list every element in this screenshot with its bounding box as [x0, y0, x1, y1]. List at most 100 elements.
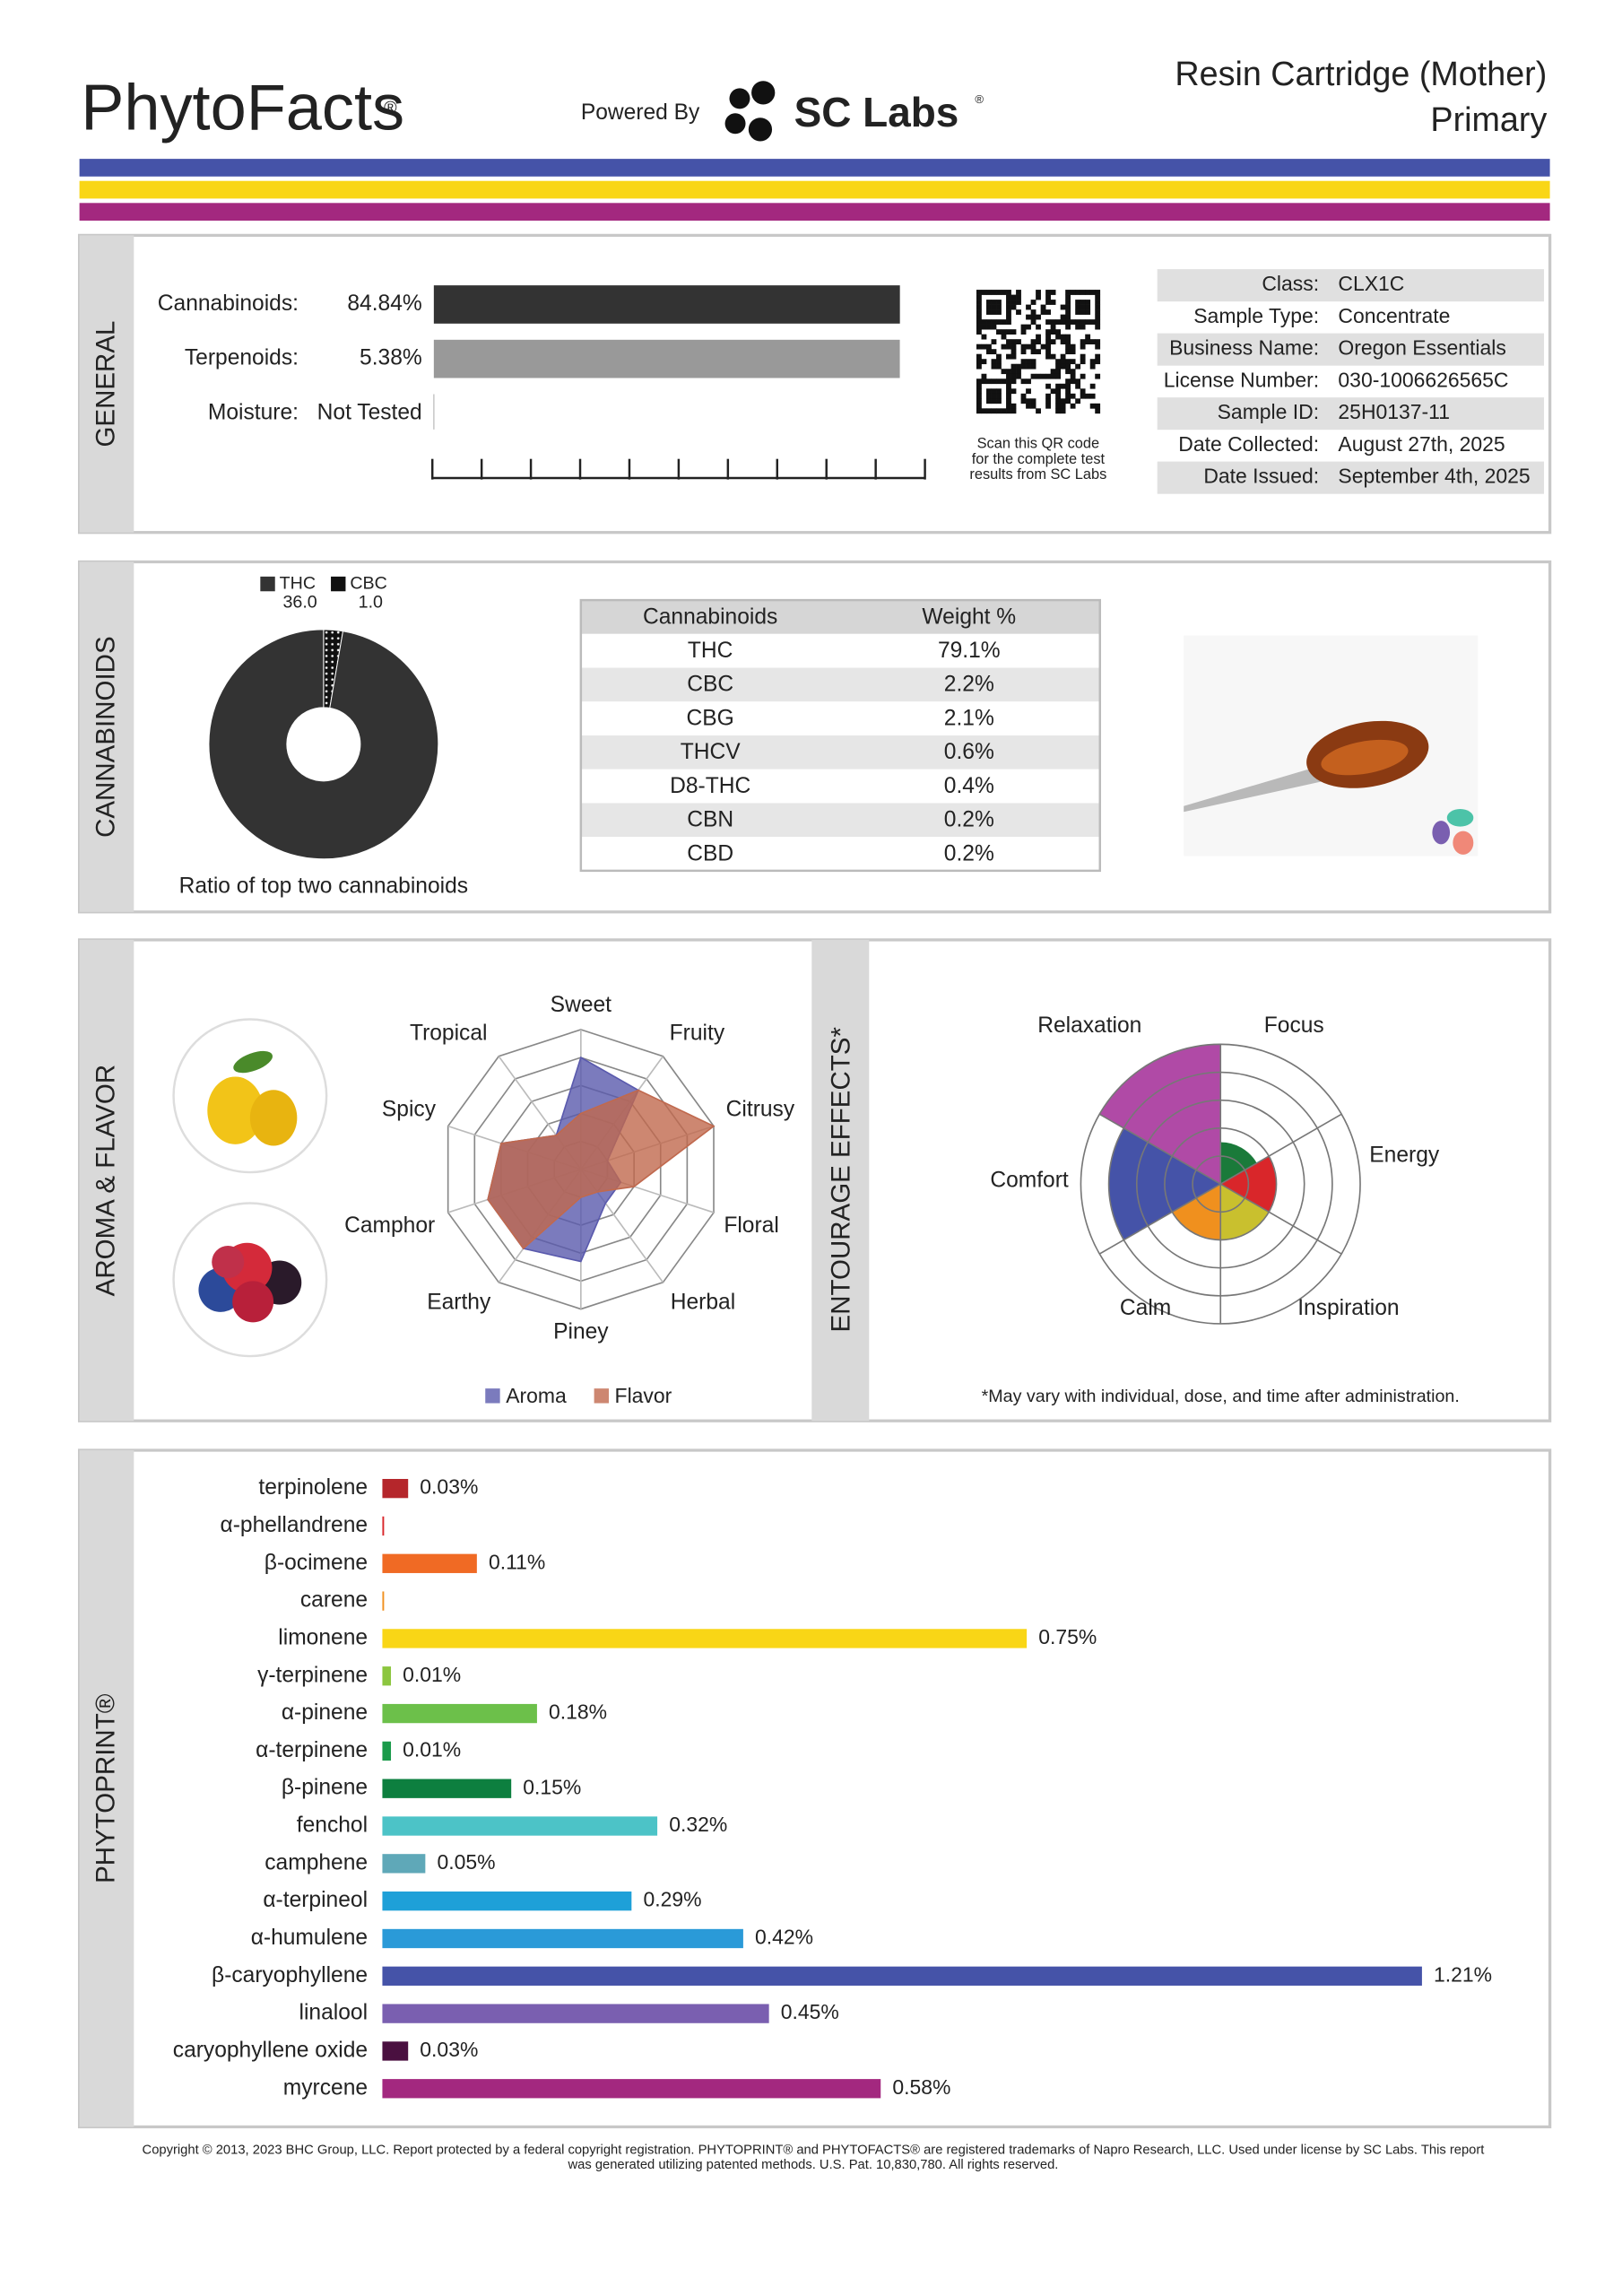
qr-cell — [1095, 304, 1101, 310]
qr-cell — [1070, 373, 1076, 379]
qr-cell — [1089, 393, 1096, 399]
qr-cell — [1080, 304, 1086, 310]
qr-cell — [1070, 349, 1076, 355]
qr-cell — [1006, 290, 1011, 295]
qr-cell — [991, 408, 997, 414]
info-value: 25H0137-11 — [1338, 400, 1450, 423]
qr-cell — [986, 349, 992, 355]
effect-spoke — [1098, 1113, 1221, 1185]
qr-cell — [1045, 290, 1051, 295]
qr-cell — [1070, 290, 1076, 295]
info-key: License Number: — [1164, 368, 1319, 391]
qr-cell — [1045, 294, 1051, 300]
qr-cell — [976, 294, 982, 300]
qr-cell — [981, 344, 987, 350]
qr-cell — [976, 319, 982, 325]
qr-cell — [1026, 398, 1031, 404]
qr-cell — [1010, 408, 1017, 414]
info-value: August 27th, 2025 — [1338, 432, 1505, 456]
row-name: Cannabinoids: — [158, 291, 299, 316]
table-header: Cannabinoids — [643, 604, 777, 629]
leaf — [233, 1050, 273, 1074]
qr-cell — [1026, 324, 1031, 330]
table-cell: 0.2% — [944, 808, 994, 832]
terpene-value: 0.42% — [755, 1926, 813, 1949]
qr-cell — [1089, 383, 1096, 389]
qr-cell — [1055, 398, 1062, 404]
qr-cell — [1010, 349, 1017, 355]
qr-cell — [1036, 290, 1041, 295]
qr-cell — [1006, 369, 1011, 375]
qr-cell — [1075, 378, 1081, 385]
qr-cell — [1055, 373, 1062, 379]
terpene-value: 0.29% — [643, 1888, 701, 1911]
info-value: 030-1006626565C — [1338, 368, 1508, 391]
qr-cell — [1060, 353, 1066, 360]
table-header-bg — [580, 600, 1100, 634]
qr-cell — [1026, 359, 1031, 365]
qr-cell — [1001, 334, 1007, 340]
row-value: Not Tested — [317, 400, 422, 424]
qr-cell — [1095, 339, 1101, 345]
qr-cell — [1070, 344, 1076, 350]
footer-text: was generated utilizing patented methods… — [568, 2158, 1059, 2172]
terpene-bar — [382, 1928, 743, 1949]
qr-cell — [1045, 309, 1051, 315]
terpene-name: fenchol — [297, 1813, 368, 1838]
table-cell: 0.4% — [944, 774, 994, 798]
qr-cell — [1020, 324, 1027, 330]
qr-cell — [1006, 403, 1011, 409]
qr-cell — [1085, 334, 1091, 340]
effect-spoke — [1098, 1183, 1221, 1255]
qr-cell — [1036, 339, 1041, 345]
qr-cell — [1055, 359, 1062, 365]
qr-cell — [1070, 369, 1076, 375]
qr-cell — [991, 349, 997, 355]
qr-cell — [1080, 339, 1086, 345]
qr-cell — [1070, 393, 1076, 399]
qr-cell — [1036, 334, 1041, 340]
terpene-bar — [382, 1516, 385, 1536]
brand-mark: ® — [384, 99, 397, 118]
dot-teal — [1446, 808, 1474, 827]
qr-cell — [1020, 329, 1027, 335]
qr-cell — [1016, 363, 1021, 370]
qr-cell — [1095, 373, 1101, 379]
table-cell: CBC — [687, 673, 733, 697]
qr-cell — [1040, 344, 1046, 350]
qr-cell — [991, 290, 997, 295]
qr-cell — [1065, 319, 1071, 325]
qr-cell — [1020, 349, 1027, 355]
qr-cell — [976, 304, 982, 310]
stripe — [79, 159, 1550, 177]
table-cell: 2.1% — [944, 706, 994, 730]
qr-cell — [1055, 393, 1062, 399]
qr-cell — [1055, 403, 1062, 409]
table-row-bg — [580, 633, 1100, 668]
qr-cell — [981, 324, 987, 330]
qr-cell — [1055, 383, 1062, 389]
terpene-value: 0.15% — [523, 1775, 581, 1798]
qr-cell — [986, 300, 992, 305]
legend-label: CBC — [350, 573, 387, 593]
radar-label: Camphor — [344, 1213, 435, 1238]
radar-label: Piney — [553, 1319, 609, 1344]
qr-cell — [1050, 369, 1056, 375]
qr-cell — [1095, 408, 1101, 414]
qr-cell — [1095, 359, 1101, 365]
row-value: 5.38% — [360, 346, 422, 370]
qr-cell — [986, 408, 992, 414]
effect-label: Inspiration — [1297, 1296, 1399, 1320]
table-row-bg — [580, 837, 1100, 871]
qr-cell — [1010, 378, 1017, 385]
qr-cell — [1075, 383, 1081, 389]
terpene-name: limonene — [278, 1625, 368, 1649]
qr-cell — [986, 344, 992, 350]
lemon — [207, 1076, 264, 1144]
dot-purple — [1432, 821, 1451, 845]
product: Resin Cartridge (Mother) — [1175, 55, 1547, 92]
qr-cell — [1030, 339, 1037, 345]
qr-cell — [996, 398, 1002, 404]
qr-cell — [1080, 300, 1086, 305]
qr-cell — [1026, 314, 1031, 320]
